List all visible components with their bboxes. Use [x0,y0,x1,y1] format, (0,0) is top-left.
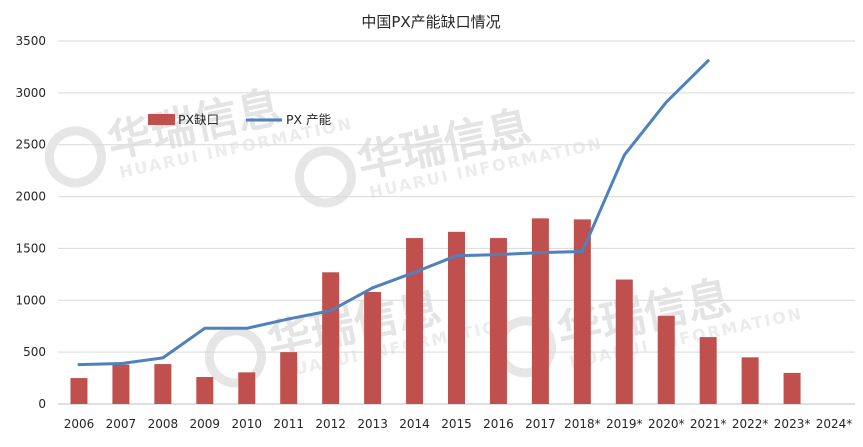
y-axis-ticks: 0 500 1000 1500 2000 2500 3000 3500 [15,34,46,411]
bar [112,364,130,404]
x-tick-label: 2017 [525,417,556,431]
x-tick-label: 2014 [399,417,430,431]
x-tick-label: 2019* [606,417,643,431]
x-axis-ticks: 2006 2007 2008 2009 2010 2011 2012 2013 2014 2015… [64,417,853,431]
bar [448,231,465,404]
x-tick-label: 2018* [564,417,601,431]
bar [280,352,298,404]
x-tick-label: 2012 [315,417,346,431]
x-tick-label: 2006 [64,417,95,431]
x-tick-label: 2009 [190,417,221,431]
x-tick-label: 2024* [816,417,853,431]
x-tick-label: 2021* [690,417,727,431]
legend-label: PX 产能 [286,112,332,127]
y-tick-label: 1000 [15,293,46,307]
line-series [77,59,710,367]
y-tick-label: 3000 [15,86,46,100]
bar [615,279,633,404]
y-tick-label: 2000 [15,190,46,204]
bar [196,377,214,404]
y-tick-label: 1500 [15,241,46,255]
bar [364,291,382,404]
bar [531,218,549,404]
bar [489,238,507,404]
x-tick-label: 2011 [273,417,304,431]
gridlines [58,40,855,405]
x-tick-label: 2023* [774,417,811,431]
y-tick-label: 500 [23,345,46,359]
watermark-logo-icon [44,126,106,188]
y-tick-label: 0 [38,397,46,411]
bar [154,364,172,404]
watermark-logo-icon [204,326,266,388]
bar-series [70,218,801,404]
bar [238,372,256,404]
legend-label: PX缺口 [178,112,219,127]
x-tick-label: 2015 [441,417,472,431]
legend: PX缺口 PX 产能 [148,112,332,127]
bar [322,272,340,404]
y-tick-label: 3500 [15,34,46,48]
bar [699,337,717,404]
x-tick-label: 2010 [231,417,262,431]
x-tick-label: 2013 [357,417,388,431]
bar [657,315,675,404]
bar [406,238,424,404]
x-tick-label: 2022* [732,417,769,431]
x-tick-label: 2008 [148,417,179,431]
series-line [77,59,710,367]
legend-swatch-bar [148,114,175,125]
bar [573,219,591,404]
chart-title: 中国PX产能缺口情况 [361,13,500,31]
bar [783,372,801,404]
x-tick-label: 2020* [648,417,685,431]
bar [741,357,759,404]
y-tick-label: 2500 [15,138,46,152]
bar [70,378,88,404]
watermark-logo-icon [294,146,356,208]
x-tick-label: 2016 [483,417,514,431]
x-tick-label: 2007 [106,417,137,431]
